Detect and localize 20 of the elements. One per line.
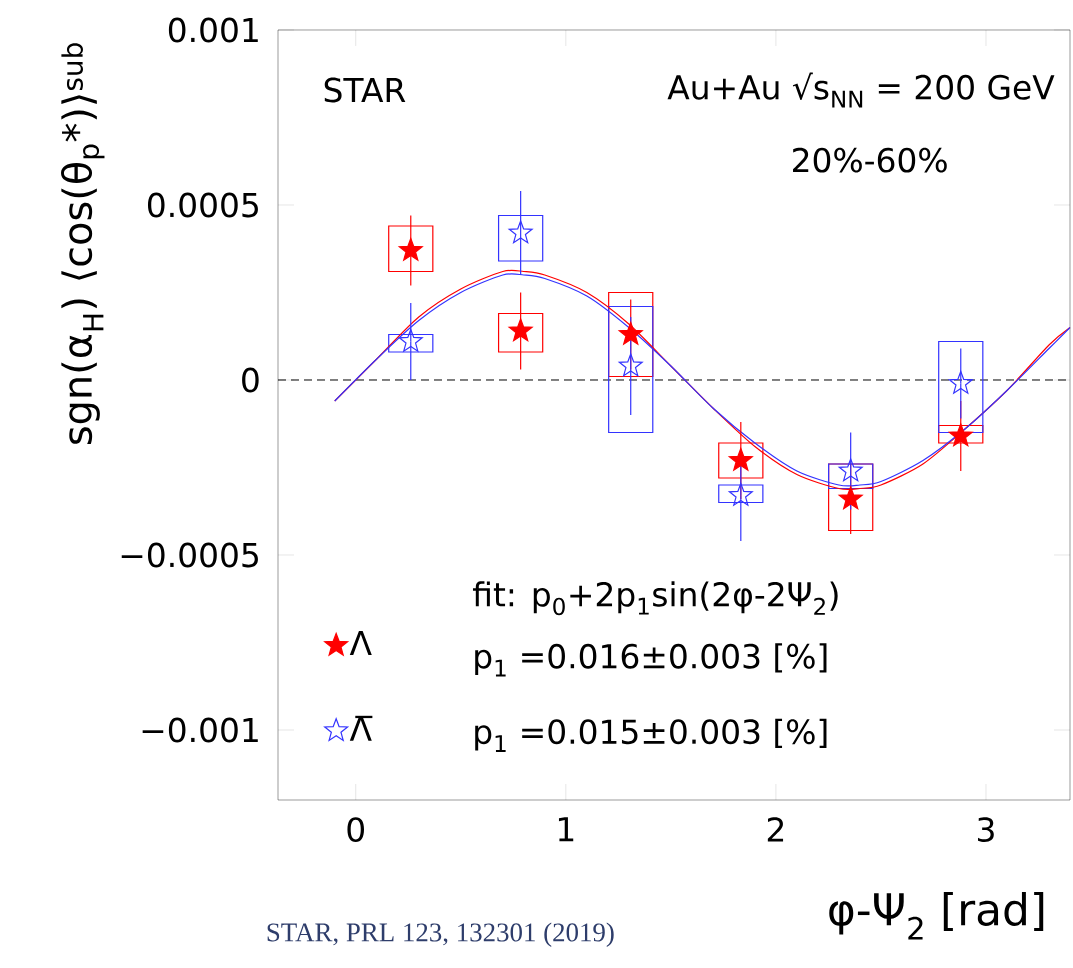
y-tick-label: 0 bbox=[242, 367, 259, 393]
annotation: p$_{1}$ =0.016±0.003 [%] bbox=[475, 643, 827, 677]
annotation: p$_{1}$ =0.015±0.003 [%] bbox=[475, 718, 827, 752]
x-tick-label: 0 bbox=[347, 817, 365, 843]
x-axis-title: φ-Ψ$_{2}$ [rad] bbox=[829, 892, 1044, 940]
x-tick-label: 2 bbox=[767, 817, 784, 842]
annotation: fit: p$_{0}$+2p$_{1}$sin(2φ-2Ψ$_{2}$) bbox=[472, 581, 838, 616]
legend-label: Λ̅ bbox=[349, 715, 373, 741]
annotation: 20%-60% bbox=[793, 147, 947, 173]
annotation: STAR bbox=[324, 77, 406, 103]
y-tick-label: 0.0005 bbox=[147, 192, 258, 218]
y-tick-label: −0.0005 bbox=[121, 542, 258, 568]
annotation: Au+Au √s$_{NN}$ = 200 GeV bbox=[667, 72, 1055, 108]
y-axis-title: sgn(α$_{H}$) ⟨cos(θ$_{p}$*)⟩$^{sub}$ bbox=[61, 43, 105, 444]
text: STAR, PRL 123, 132301 (2019) bbox=[267, 922, 614, 947]
x-tick-label: 3 bbox=[978, 817, 994, 843]
y-tick-label: −0.001 bbox=[142, 717, 258, 743]
x-tick-label: 1 bbox=[558, 817, 574, 842]
y-tick-label: 0.001 bbox=[168, 17, 258, 43]
legend-label: Λ bbox=[349, 630, 372, 655]
